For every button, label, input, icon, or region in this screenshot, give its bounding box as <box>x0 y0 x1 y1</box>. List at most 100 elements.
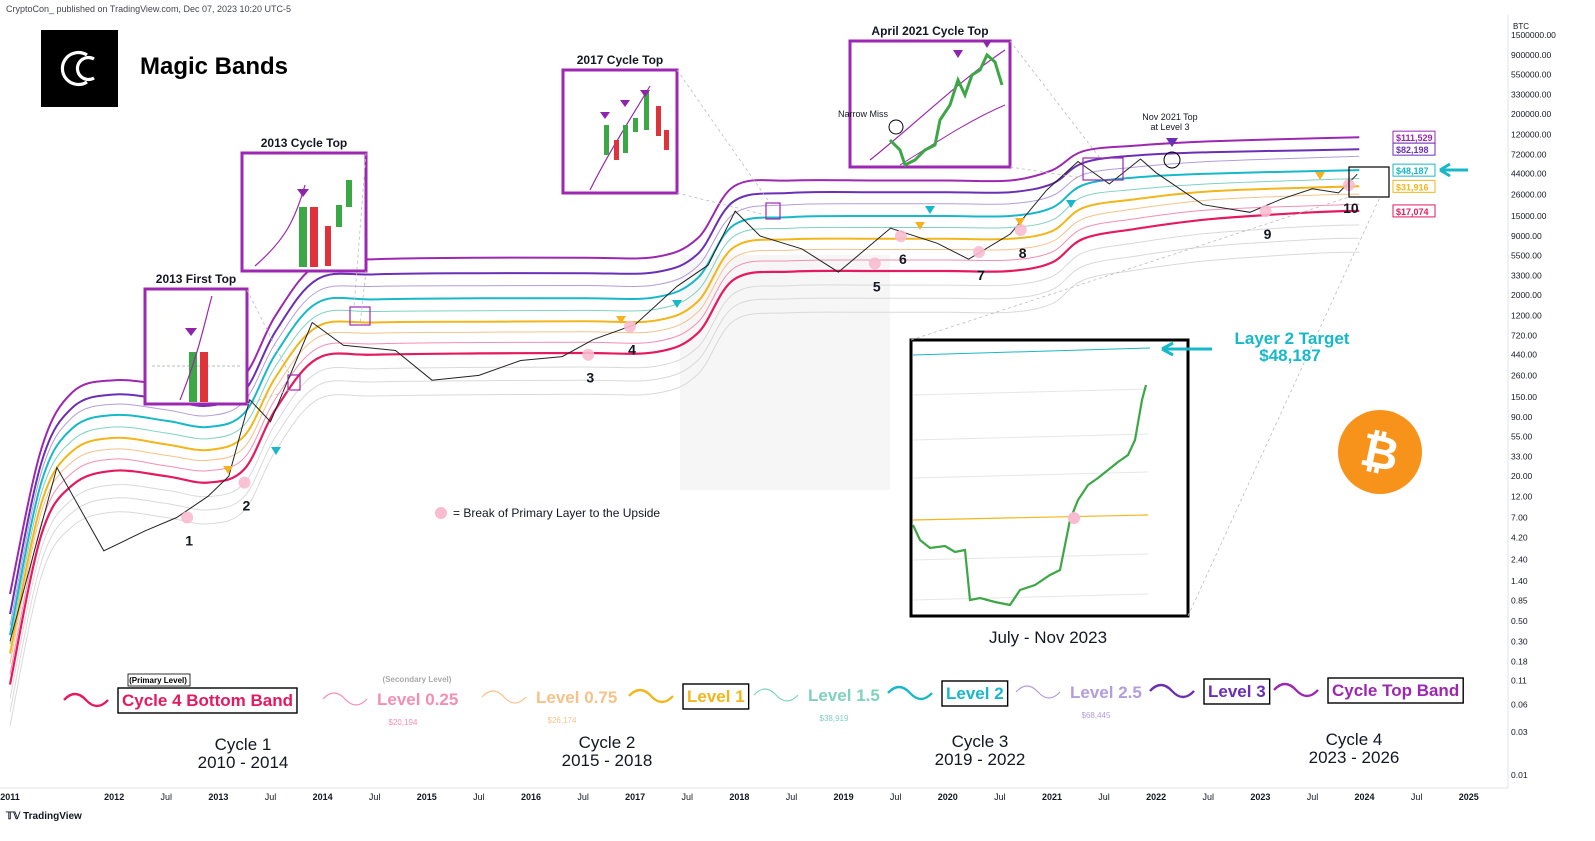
legend-value: $38,919 <box>820 714 849 723</box>
chart-title: Magic Bands <box>140 53 289 80</box>
cycle-years: 2010 - 2014 <box>198 753 289 772</box>
x-tick-label: Jul <box>1411 792 1423 802</box>
y-tick-label: 12.00 <box>1511 491 1533 501</box>
inset-arrow <box>185 328 197 336</box>
legend-label-box <box>941 680 1009 707</box>
legend-label: Level 2.5 <box>1070 683 1142 702</box>
connector-line <box>246 389 291 405</box>
connector-line <box>353 152 367 308</box>
legend-label: Cycle 4 Bottom Band <box>122 691 293 710</box>
break-marker-label: 2 <box>243 498 251 514</box>
level-value-label: $82,198 <box>1396 145 1429 155</box>
break-legend-dot <box>435 507 447 519</box>
zoom-faint-line <box>912 471 1149 479</box>
x-tick-label: 2024 <box>1355 792 1375 802</box>
inset-candle <box>604 125 609 155</box>
inset-arrow <box>953 50 963 58</box>
break-marker-label: 8 <box>1019 245 1027 261</box>
x-tick-label: 2014 <box>313 792 333 802</box>
break-legend-text: = Break of Primary Layer to the Upside <box>453 506 660 520</box>
break-marker-label: 9 <box>1264 226 1272 242</box>
level-value-box <box>1392 204 1436 218</box>
legend-tag: (Primary Level) <box>129 676 187 685</box>
inset-2013-first-top-title: 2013 First Top <box>156 272 236 286</box>
x-tick-label: Jul <box>577 792 589 802</box>
y-tick-label: 0.06 <box>1511 700 1528 710</box>
legend-label: Level 2 <box>946 684 1004 703</box>
y-tick-label: 1.40 <box>1511 576 1528 586</box>
zoom-level1-line <box>912 514 1149 521</box>
y-tick-label: 5500.00 <box>1511 250 1542 260</box>
x-tick-label: 2015 <box>417 792 437 802</box>
connector-line <box>676 69 771 204</box>
x-tick-label: 2021 <box>1042 792 1062 802</box>
legend-label: Level 0.75 <box>536 688 617 707</box>
cycle-years: 2023 - 2026 <box>1309 748 1400 767</box>
zoom-break-marker <box>1068 512 1080 524</box>
legend-label: Cycle Top Band <box>1332 681 1459 700</box>
x-tick-label: 2017 <box>625 792 645 802</box>
tradingview-logo-icon: 𝕋𝕍 <box>6 811 24 822</box>
x-tick-label: Jul <box>1307 792 1319 802</box>
x-tick-label: 2013 <box>208 792 228 802</box>
connector-line <box>676 192 767 216</box>
y-tick-label: 0.01 <box>1511 770 1528 780</box>
event-arrow <box>1315 172 1325 180</box>
legend-value: $20,194 <box>389 718 418 727</box>
band-level075 <box>9 193 1360 664</box>
x-tick-label: 2025 <box>1459 792 1479 802</box>
y-tick-label: 0.18 <box>1511 656 1528 666</box>
event-arrow <box>1015 218 1025 226</box>
y-tick-label: 200000.00 <box>1511 109 1551 119</box>
inset-candle <box>200 352 208 402</box>
y-tick-label: 9000.00 <box>1511 231 1542 241</box>
level-value-label: $17,074 <box>1396 207 1429 217</box>
band-level1 <box>9 185 1360 654</box>
legend-wave <box>1149 683 1195 699</box>
legend-tag-box <box>127 673 191 687</box>
y-tick-label: 0.30 <box>1511 636 1528 646</box>
y-tick-label: 3300.00 <box>1511 271 1542 281</box>
x-tick-label: Jul <box>161 792 173 802</box>
price-line <box>9 158 1358 642</box>
inset-band <box>869 49 1006 161</box>
cycle-name: Cycle 3 <box>952 732 1009 751</box>
zoom-faint-line <box>912 433 1149 441</box>
top-highlight-box <box>765 202 781 220</box>
legend-label-box <box>1327 677 1464 704</box>
y-tick-label: 1500000.00 <box>1511 30 1556 40</box>
y-tick-label: 72000.00 <box>1511 149 1547 159</box>
layer2-target-title: Layer 2 Target <box>1235 329 1350 348</box>
x-tick-label: Jul <box>890 792 902 802</box>
legend-label: Level 1 <box>687 687 745 706</box>
legend-wave <box>63 692 109 708</box>
inset-band <box>899 104 1006 166</box>
band-level15 <box>9 178 1360 645</box>
x-tick-label: 2020 <box>938 792 958 802</box>
legend-tag: (Secondary Level) <box>383 675 452 684</box>
legend-label: Level 3 <box>1208 682 1266 701</box>
legend-wave <box>1273 682 1319 698</box>
legend-label: Level 0.25 <box>377 690 458 709</box>
event-arrow <box>616 316 626 324</box>
y-tick-label: 20.00 <box>1511 471 1533 481</box>
layer2-target-value: $48,187 <box>1259 346 1320 365</box>
y-tick-label: 120000.00 <box>1511 129 1551 139</box>
nov-2021-circle <box>1163 151 1181 169</box>
cryptocon-logo <box>41 30 118 107</box>
inset-candle <box>623 125 628 153</box>
band-faint-1 <box>9 237 1360 712</box>
inset-candle <box>346 180 352 207</box>
symbol-label: BTC <box>1513 22 1529 31</box>
inset-price <box>888 52 1004 168</box>
x-tick-label: 2016 <box>521 792 541 802</box>
band-faint-0 <box>9 224 1360 699</box>
x-tick-label: Jul <box>994 792 1006 802</box>
y-tick-label: 2.40 <box>1511 555 1528 565</box>
zoom-target-box <box>1348 166 1390 198</box>
zoom-connector <box>1187 196 1381 617</box>
break-marker <box>238 476 251 489</box>
inset-april-2021-cycle-top-title: April 2021 Cycle Top <box>871 24 988 38</box>
break-marker <box>1014 224 1027 237</box>
